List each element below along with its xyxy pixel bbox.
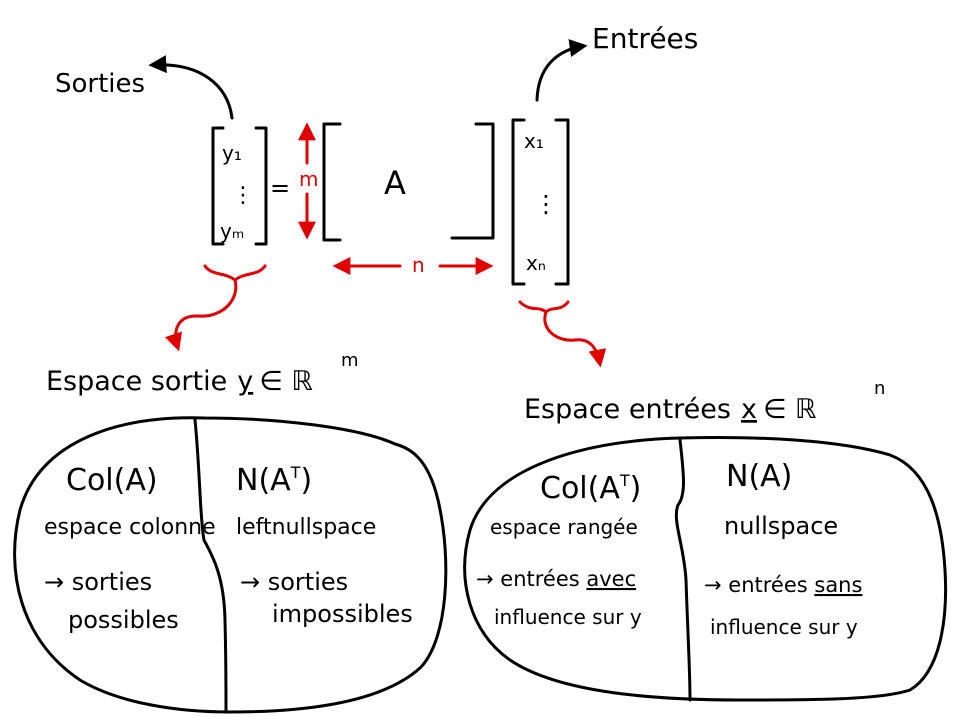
output-vector-left-bracket: [211, 126, 225, 246]
matrix-a-right-bracket: [450, 122, 495, 240]
m-dimension: m: [298, 122, 318, 240]
input-space-title-set: ∈ ℝ: [763, 394, 817, 425]
n-dimension-label: n: [412, 253, 425, 277]
nullspace-desc-line1-b: sans: [814, 573, 862, 597]
output-y1: y₁: [222, 141, 242, 165]
m-dimension-label: m: [299, 167, 318, 191]
nullspace-name: nullspace: [724, 512, 838, 540]
left-nullspace-heading-close: ): [300, 463, 312, 498]
row-space-desc-line1-a: → entrées: [476, 567, 586, 591]
row-space-heading-sup: T: [619, 471, 630, 490]
input-space-divider: [674, 438, 692, 702]
left-nullspace-desc-line1: → sorties: [240, 568, 348, 596]
col-a-heading: Col(A): [66, 463, 158, 498]
input-brace: [518, 300, 570, 314]
input-x1: x₁: [524, 129, 544, 153]
nullspace-desc-line1-a: → entrées: [704, 573, 814, 597]
outputs-arrow: [148, 55, 234, 120]
output-space-title: Espace sortie y ∈ ℝ m: [46, 350, 359, 397]
input-brace-arrow: [543, 310, 607, 368]
nullspace-heading: N(A): [726, 459, 792, 494]
output-space-title-set: ∈ ℝ: [259, 366, 313, 397]
output-vector-right-bracket: [254, 126, 268, 246]
row-space-name: espace rangée: [490, 515, 638, 539]
inputs-label: Entrées: [592, 22, 698, 55]
row-space-desc-line2: influence sur y: [494, 605, 642, 629]
equals-sign: =: [270, 174, 290, 202]
input-space-title-prefix: Espace entrées: [524, 394, 731, 425]
matrix-a: A: [322, 122, 495, 242]
output-space-title-exp: m: [341, 350, 359, 371]
input-space-title-exp: n: [874, 378, 885, 399]
left-nullspace-name: leftnullspace: [236, 515, 376, 540]
left-nullspace-heading-main: N(A: [236, 463, 291, 498]
output-space-left: Col(A) espace colonne → sorties possible…: [44, 463, 216, 634]
output-brace: [203, 264, 267, 282]
output-space-blob: [13, 416, 448, 714]
outputs-label: Sorties: [55, 69, 145, 99]
row-space-desc-line1-b: avec: [586, 567, 636, 591]
row-space-heading-main: Col(A: [540, 471, 620, 506]
left-nullspace-heading-sup: T: [290, 463, 301, 482]
inputs-arrow: [535, 39, 588, 102]
input-space-blob: [463, 436, 948, 702]
input-space-left: Col(AT) espace rangée → entrées avec inf…: [476, 471, 642, 629]
output-brace-arrow: [164, 278, 238, 352]
output-space-title-text: Espace sortie y ∈ ℝ: [46, 366, 313, 397]
output-space-title-var: y: [237, 366, 253, 397]
input-vector-left-bracket: [511, 118, 526, 286]
col-a-desc-line1: → sorties: [44, 568, 152, 596]
nullspace-desc-line1: → entrées sans: [704, 573, 862, 597]
left-nullspace-desc-line2: impossibles: [272, 600, 413, 628]
input-dots: ⋮: [534, 190, 558, 218]
input-space-title-var: x: [741, 394, 757, 425]
output-space-right: N(AT) leftnullspace → sorties impossible…: [236, 463, 413, 628]
output-space-title-prefix: Espace sortie: [46, 366, 227, 397]
output-dots: ⋮: [232, 183, 254, 208]
row-space-heading-close: ): [630, 471, 642, 506]
input-space-title-text: Espace entrées x ∈ ℝ: [524, 394, 816, 425]
left-nullspace-heading: N(AT): [236, 463, 312, 498]
output-vector: y₁ ⋮ yₘ: [211, 126, 268, 246]
input-space-title: Espace entrées x ∈ ℝ n: [524, 378, 885, 425]
row-space-desc-line1: → entrées avec: [476, 567, 636, 591]
nullspace-desc-line2: influence sur y: [710, 615, 858, 639]
col-a-desc-line2: possibles: [68, 606, 179, 634]
output-ym: yₘ: [220, 219, 244, 243]
output-space-divider: [193, 418, 228, 714]
input-vector-right-bracket: [554, 118, 570, 286]
input-vector: x₁ ⋮ xₙ: [511, 118, 570, 286]
input-xn: xₙ: [526, 251, 546, 275]
input-space-right: N(A) nullspace → entrées sans influence …: [704, 459, 862, 639]
n-dimension: n: [332, 253, 494, 277]
matrix-a-left-bracket: [322, 122, 342, 242]
row-space-heading: Col(AT): [540, 471, 641, 506]
matrix-a-label: A: [384, 164, 406, 202]
col-a-name: espace colonne: [44, 515, 216, 540]
